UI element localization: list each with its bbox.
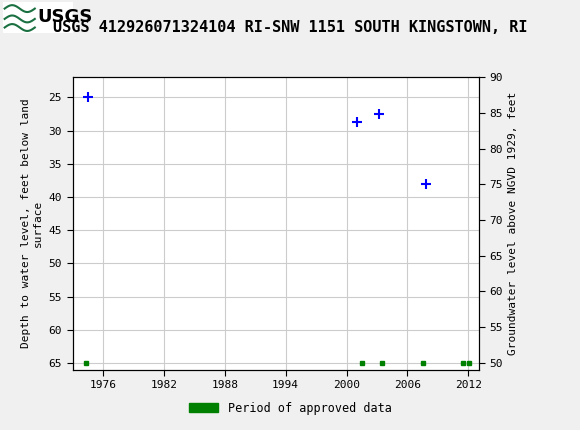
Legend: Period of approved data: Period of approved data xyxy=(184,397,396,420)
Text: USGS: USGS xyxy=(38,8,93,26)
FancyBboxPatch shape xyxy=(3,2,72,33)
Y-axis label: Groundwater level above NGVD 1929, feet: Groundwater level above NGVD 1929, feet xyxy=(508,92,518,355)
Y-axis label: Depth to water level, feet below land
surface: Depth to water level, feet below land su… xyxy=(21,99,43,348)
Text: USGS 412926071324104 RI-SNW 1151 SOUTH KINGSTOWN, RI: USGS 412926071324104 RI-SNW 1151 SOUTH K… xyxy=(53,21,527,35)
